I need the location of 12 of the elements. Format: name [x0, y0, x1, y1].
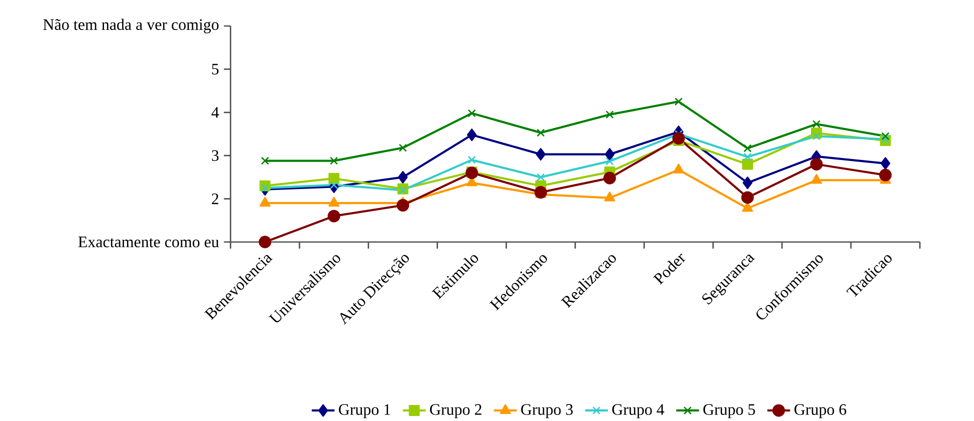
legend-label: Grupo 1	[338, 404, 390, 418]
y-tick-label: 2	[212, 193, 218, 204]
legend-label: Grupo 4	[612, 404, 664, 418]
y-tick-label: 5	[212, 64, 219, 75]
legend-label: Grupo 5	[703, 404, 755, 418]
legend-label: Grupo 3	[521, 404, 573, 418]
y-tick-label: 3	[212, 150, 219, 161]
y-tick-label: Exactamente como eu	[78, 236, 219, 248]
legend-label: Grupo 6	[794, 404, 846, 418]
y-tick-label: 4	[211, 107, 219, 118]
legend-label: Grupo 2	[430, 404, 482, 418]
y-tick-label: Não tem nada a ver comigo	[43, 18, 219, 34]
